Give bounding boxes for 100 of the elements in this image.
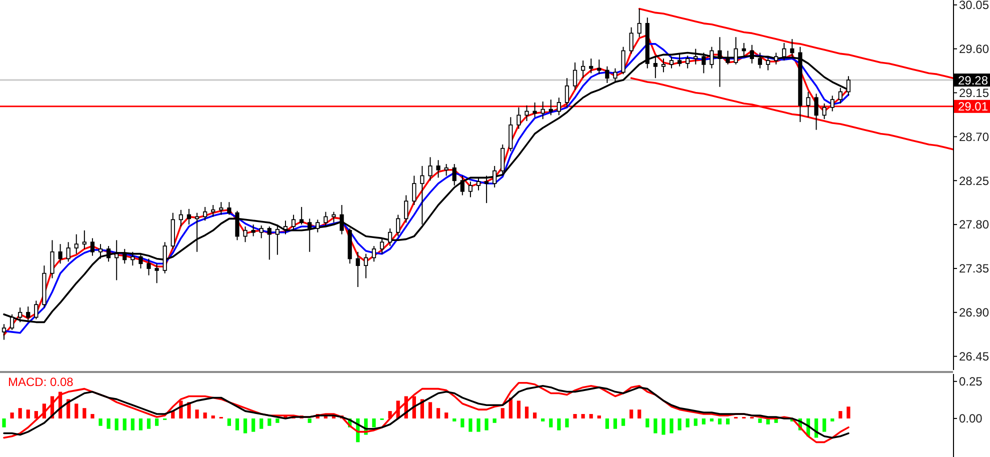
candlestick: [340, 204, 344, 235]
candlestick: [669, 56, 674, 69]
bar: [10, 412, 14, 418]
bar: [372, 418, 376, 428]
candlestick: [251, 224, 256, 237]
candlestick: [564, 78, 570, 108]
candlestick: [235, 210, 240, 241]
candlestick: [444, 164, 448, 176]
y-tick-label: 26.90: [959, 306, 990, 320]
y-tick-label: 29.60: [959, 42, 990, 56]
candlestick: [524, 104, 529, 122]
candlestick: [814, 93, 818, 130]
ref-line-label: 29.28: [958, 73, 988, 88]
bar: [541, 418, 545, 422]
candlestick: [476, 177, 481, 191]
y-tick-label: 0.25: [959, 374, 983, 389]
y-tick-label: 28.25: [959, 174, 990, 188]
bar: [106, 418, 110, 429]
candlestick: [508, 116, 513, 152]
bar: [138, 418, 143, 430]
candlestick: [291, 214, 296, 231]
candlestick: [412, 175, 416, 206]
bar: [114, 418, 118, 430]
candlestick: [420, 165, 424, 226]
bar: [82, 408, 86, 418]
bar: [710, 418, 714, 422]
bar: [444, 412, 448, 418]
bar: [532, 412, 537, 418]
y-tick-label: 27.80: [959, 218, 990, 232]
bar: [500, 408, 504, 418]
bar: [227, 418, 231, 426]
bar: [308, 418, 312, 423]
candlestick: [267, 226, 272, 260]
candlestick: [259, 225, 264, 239]
candlestick: [516, 106, 521, 130]
bar: [758, 418, 762, 423]
candlestick: [308, 218, 312, 252]
candlestick: [589, 58, 594, 74]
bar: [686, 418, 690, 428]
bar: [638, 410, 642, 418]
bar: [492, 418, 496, 423]
candlestick: [766, 56, 770, 71]
bar: [122, 418, 126, 430]
bar: [678, 418, 682, 430]
candlestick: [154, 263, 159, 284]
bar: [573, 414, 577, 418]
bar: [211, 416, 215, 418]
candlestick: [661, 58, 666, 73]
candlestick: [428, 156, 432, 182]
bar: [565, 418, 569, 428]
candlestick: [26, 306, 30, 321]
candlestick: [540, 101, 545, 120]
candlestick: [830, 95, 834, 112]
candlestick: [492, 165, 497, 188]
y-tick-label: 0.00: [959, 412, 983, 426]
candlestick: [436, 160, 440, 178]
bar: [146, 418, 151, 429]
candlestick: [74, 234, 78, 254]
bar: [549, 418, 553, 428]
candlestick: [138, 253, 143, 269]
bar: [670, 418, 674, 434]
candlestick: [597, 59, 602, 75]
candlestick: [396, 214, 400, 237]
bar: [388, 411, 392, 418]
candlestick: [178, 209, 183, 227]
candlestick: [613, 68, 618, 83]
bar: [605, 418, 609, 429]
y-tick-label: 28.70: [959, 130, 990, 144]
bar: [589, 414, 593, 418]
bar: [203, 412, 207, 418]
bar: [154, 418, 159, 426]
bar: [646, 418, 650, 428]
bar: [846, 406, 850, 418]
candlestick: [572, 62, 578, 90]
candlestick: [621, 46, 626, 75]
candlestick: [114, 240, 119, 281]
candlestick: [500, 144, 505, 174]
bar: [484, 418, 488, 430]
bar: [581, 414, 585, 418]
y-tick-label: 30.05: [959, 0, 990, 12]
candlestick: [653, 56, 658, 79]
candlestick: [130, 251, 135, 266]
candlestick: [460, 175, 464, 196]
y-tick-label: 26.45: [959, 350, 990, 364]
bar: [468, 418, 472, 432]
candlestick: [637, 8, 642, 38]
candlestick: [275, 224, 280, 256]
candlestick: [364, 253, 368, 279]
bar: [235, 418, 240, 430]
candlestick: [468, 181, 473, 198]
candlestick: [300, 206, 304, 226]
bar: [34, 411, 38, 418]
candlestick: [332, 211, 336, 224]
bar: [74, 404, 78, 418]
bar: [718, 418, 722, 424]
candlestick: [243, 226, 248, 243]
candlestick: [380, 238, 384, 254]
bar: [629, 410, 634, 418]
bar: [428, 402, 432, 418]
candlestick: [186, 208, 192, 226]
